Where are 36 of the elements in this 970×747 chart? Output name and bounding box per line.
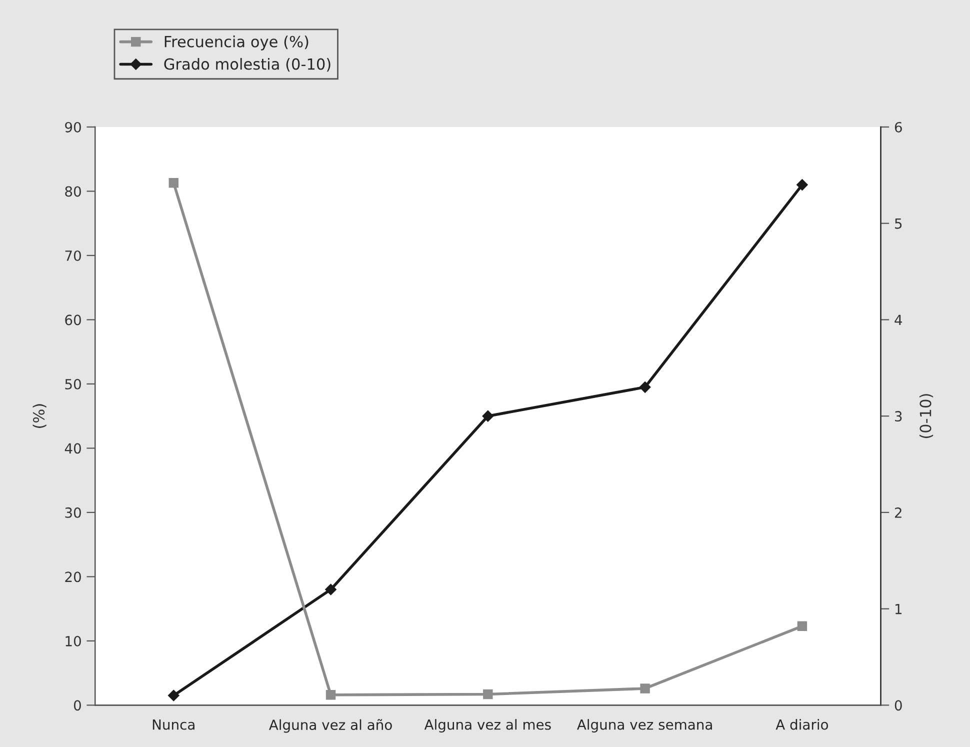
y-tick-label: 30 xyxy=(65,507,81,518)
y2-tick-label: 3 xyxy=(895,411,902,422)
x-tick-label: Alguna vez al año xyxy=(268,719,392,733)
y2-tick-label: 0 xyxy=(894,700,902,711)
y2-tick-label: 2 xyxy=(894,507,902,518)
y-tick-label: 80 xyxy=(65,186,81,197)
x-tick-label: Nunca xyxy=(152,719,194,730)
point xyxy=(326,690,336,700)
y-tick-label: 10 xyxy=(66,636,81,646)
point xyxy=(639,382,651,393)
point xyxy=(640,684,650,694)
y2-tick-label: 6 xyxy=(894,122,902,132)
y-tick-label: 90 xyxy=(65,122,81,132)
y2-tick-label: 4 xyxy=(894,314,902,325)
y-tick-label: 70 xyxy=(65,250,81,261)
y-tick-label: 0 xyxy=(74,700,81,711)
x-tick-label: Alguna vez al mes xyxy=(424,719,551,732)
legend-label: Grado molestia (0-10) xyxy=(164,58,330,72)
y2-axis-title: (0-10) xyxy=(919,394,934,438)
point xyxy=(796,179,808,190)
point xyxy=(168,178,178,188)
y2-tick-label: 5 xyxy=(895,218,902,229)
point xyxy=(797,621,808,632)
y-tick-label: 40 xyxy=(64,443,81,454)
y-tick-label: 20 xyxy=(65,572,81,582)
y-tick-label: 60 xyxy=(65,314,81,326)
y2-tick-label: 1 xyxy=(895,604,902,614)
point xyxy=(325,584,336,596)
y-tick-label: 50 xyxy=(65,378,81,390)
point xyxy=(482,410,494,422)
point xyxy=(168,690,180,702)
x-tick-label: Alguna vez semana xyxy=(577,719,712,732)
legend-label: Frecuencia oye (%) xyxy=(164,36,308,50)
x-tick-label: A diario xyxy=(776,719,828,730)
y-axis-title: (%) xyxy=(32,404,46,428)
point xyxy=(483,689,493,700)
